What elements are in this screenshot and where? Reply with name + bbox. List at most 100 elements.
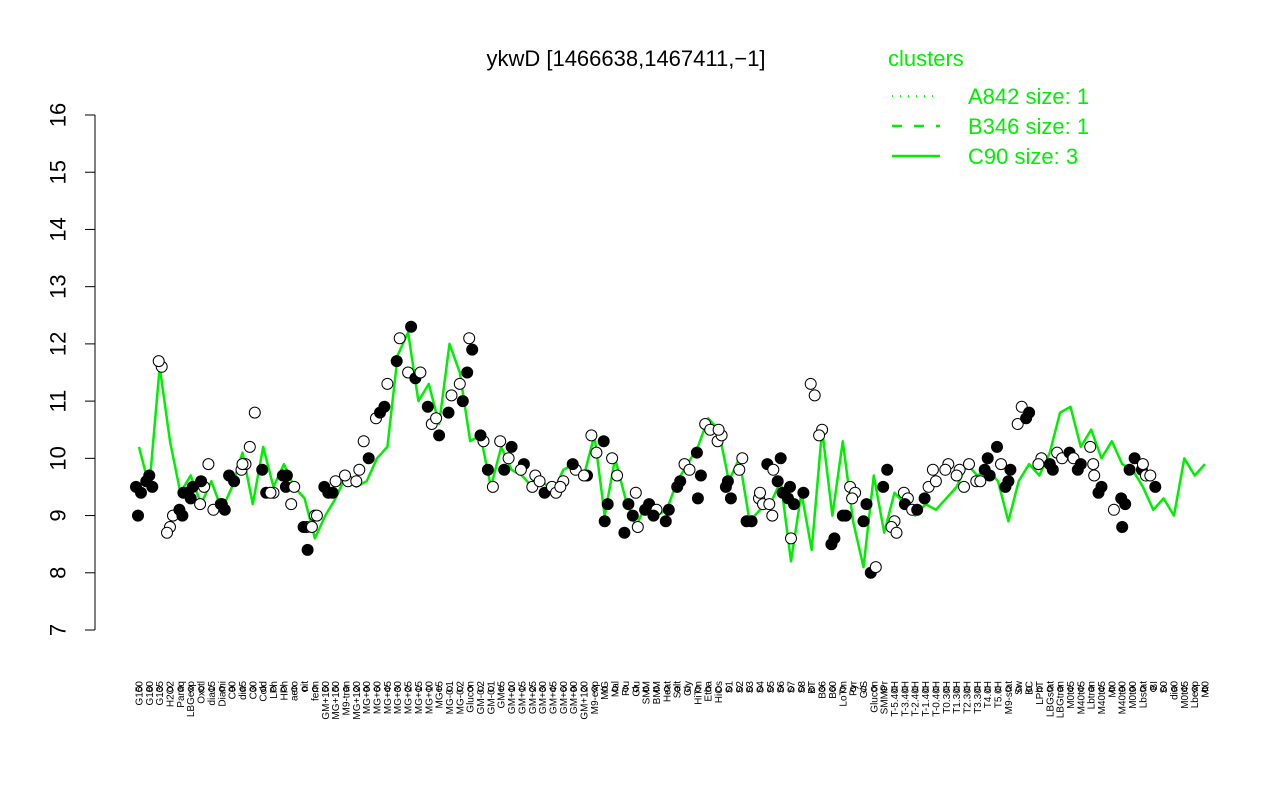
data-point	[236, 458, 249, 471]
data-point	[161, 526, 173, 539]
y-tick-label: 7	[46, 624, 71, 636]
x-tick-label: Lbstat	[1138, 681, 1149, 708]
x-tick-marker	[974, 686, 981, 692]
x-tick-marker	[912, 686, 919, 692]
x-tick-label: T3.30H	[973, 681, 984, 714]
data-point	[626, 509, 639, 522]
x-tick-marker	[260, 686, 267, 692]
x-tick-marker	[301, 686, 308, 692]
x-tick-marker	[819, 686, 826, 692]
data-point	[194, 498, 207, 511]
data-point	[771, 475, 784, 488]
x-tick-marker	[953, 686, 960, 692]
x-tick-label: Salt	[673, 681, 684, 698]
data-point	[498, 463, 511, 476]
x-tick-label: M/G	[600, 681, 611, 700]
x-tick-marker	[560, 686, 567, 692]
data-point	[763, 498, 776, 511]
data-point	[597, 435, 610, 448]
x-tick-marker	[1191, 686, 1198, 692]
data-point	[195, 475, 208, 488]
data-point	[533, 475, 546, 488]
data-point	[288, 480, 301, 493]
x-tick-marker	[943, 686, 950, 692]
x-tick-marker	[663, 686, 670, 692]
x-tick-label: MG+30	[393, 681, 404, 715]
data-point	[264, 486, 277, 499]
data-point	[659, 515, 672, 528]
x-tick-marker	[1077, 686, 1084, 692]
x-tick-marker	[342, 686, 349, 692]
data-point	[671, 480, 684, 493]
x-tick-marker	[467, 686, 474, 692]
x-tick-marker	[643, 686, 650, 692]
x-tick-marker	[746, 686, 753, 692]
x-tick-marker	[788, 686, 795, 692]
data-point	[494, 435, 507, 448]
x-tick-marker	[1088, 686, 1095, 692]
data-point	[1004, 463, 1017, 476]
y-axis: 7 8 9 10 11 12 13 14 15 16	[46, 103, 96, 636]
x-tick-marker	[881, 686, 888, 692]
data-point	[310, 509, 323, 522]
x-tick-marker	[570, 686, 577, 692]
x-tick-label: LPhT	[1035, 681, 1046, 705]
data-point	[690, 446, 703, 459]
x-tick-label: LPh	[269, 681, 280, 699]
data-point	[463, 332, 476, 345]
data-point	[1071, 463, 1084, 476]
x-tick-marker	[280, 686, 287, 692]
x-tick-marker	[632, 686, 639, 692]
x-tick-label: Gly	[683, 681, 694, 696]
x-tick-label: C30	[248, 681, 259, 700]
data-point	[785, 532, 797, 545]
legend-label-b346: B346 size: 1	[968, 114, 1089, 139]
x-tick-label: M9-tran	[341, 681, 352, 715]
x-tick-label: LBGstat	[1045, 681, 1056, 717]
x-tick-label: B36	[818, 681, 829, 699]
x-tick-marker	[549, 686, 556, 692]
data-point	[285, 498, 298, 511]
x-tick-label: MG+150	[331, 681, 342, 720]
x-tick-label: LBGexp	[186, 681, 197, 718]
data-point	[846, 492, 859, 505]
x-tick-label: G150	[135, 681, 146, 706]
x-tick-marker	[136, 686, 142, 692]
y-tick-label: 13	[46, 274, 71, 298]
x-tick-marker	[187, 686, 194, 692]
x-tick-marker	[984, 686, 991, 692]
x-tick-label: BT	[807, 681, 818, 694]
x-tick-marker	[311, 686, 318, 692]
x-tick-marker	[208, 686, 215, 692]
data-point	[1043, 458, 1056, 471]
x-tick-label: S6	[776, 681, 787, 694]
data-point	[202, 458, 215, 471]
data-point	[598, 515, 611, 528]
data-point	[453, 377, 466, 390]
x-tick-marker	[218, 686, 225, 692]
x-tick-label: Lbexp	[1190, 681, 1201, 709]
data-point	[1020, 412, 1033, 425]
data-point	[991, 440, 1003, 453]
data-point	[248, 406, 261, 419]
data-point	[929, 475, 942, 488]
x-tick-label: GM+15	[517, 681, 528, 715]
data-point	[378, 400, 391, 413]
x-tick-label: G/S	[859, 681, 870, 699]
x-tick-marker	[725, 686, 732, 692]
legend-title: clusters	[888, 46, 964, 71]
data-point	[926, 463, 939, 476]
x-tick-marker	[291, 686, 298, 692]
data-point	[869, 561, 882, 574]
x-tick-label: Mt0	[1107, 681, 1118, 698]
x-tick-label: Mt0	[1201, 681, 1212, 698]
x-tick-label: GM+150	[321, 681, 332, 720]
x-tick-marker	[1160, 686, 1167, 692]
data-point	[1011, 418, 1024, 430]
x-tick-label: Paraq	[176, 681, 187, 708]
data-point	[305, 521, 318, 533]
x-tick-marker	[808, 686, 815, 692]
x-tick-label: BC	[1025, 681, 1036, 695]
data-point	[890, 526, 903, 539]
x-tick-label: S4	[755, 681, 766, 694]
